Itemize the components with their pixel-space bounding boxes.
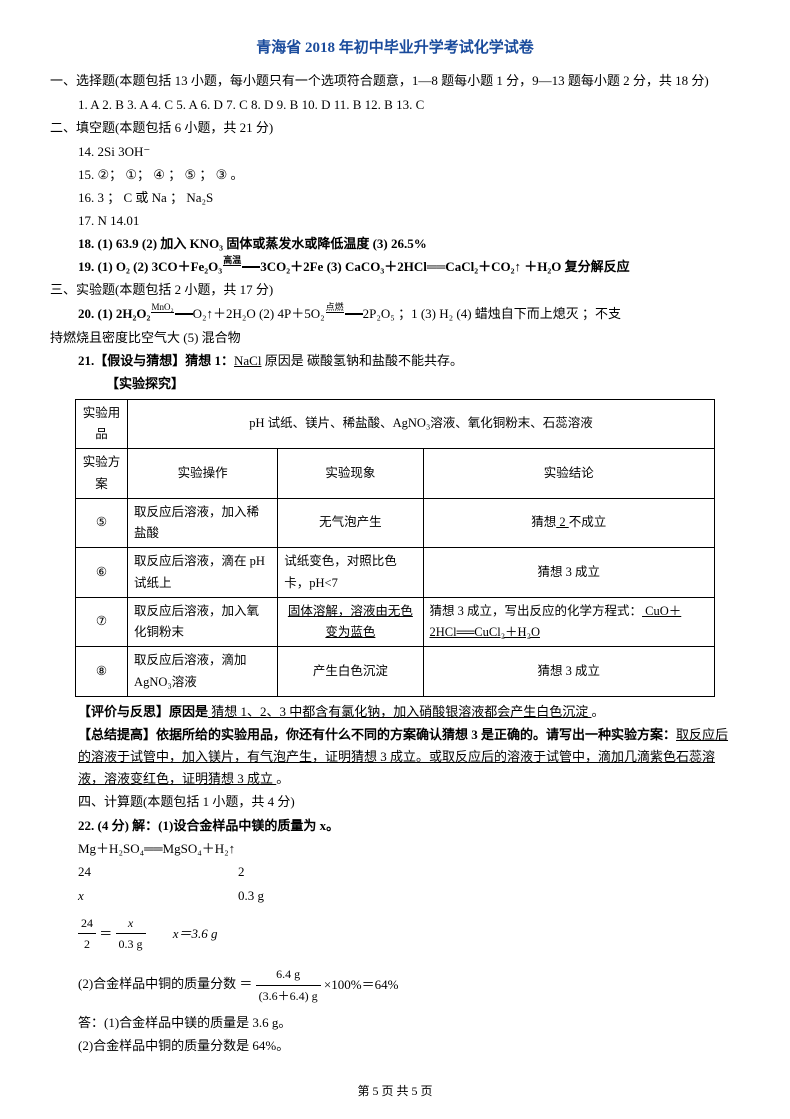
q19-cond: 高温 bbox=[223, 256, 241, 266]
section-3-header: 三、实验题(本题包括 2 小题，共 17 分) bbox=[50, 279, 740, 301]
section-2-header: 二、填空题(本题包括 6 小题，共 21 分) bbox=[50, 117, 740, 139]
q22-x: x＝3.6 g bbox=[149, 926, 218, 941]
q22-row2: x0.3 g bbox=[50, 885, 740, 907]
cell-r4c0: ⑦ bbox=[76, 597, 128, 647]
cell-r3c2: 试纸变色，对照比色卡，pH<7 bbox=[278, 548, 423, 598]
q22-frac-line: 242 ＝ x0.3 g x＝3.6 g bbox=[50, 913, 740, 955]
t: 不成立 bbox=[569, 515, 607, 529]
cell-r3c1: 取反应后溶液，滴在 pH 试纸上 bbox=[128, 548, 278, 598]
page-footer: 第 5 页 共 5 页 bbox=[0, 1081, 790, 1101]
cell-r1c0: 实验方案 bbox=[76, 449, 128, 499]
den: 0.3 g bbox=[116, 934, 146, 954]
q20-cond1: MnO₂ bbox=[151, 303, 173, 313]
eq-line bbox=[242, 266, 260, 268]
q21-line1: 21.【假设与猜想】猜想 1：NaCl 原因是 碳酸氢钠和盐酸不能共存。 bbox=[50, 350, 740, 372]
page-title: 青海省 2018 年初中毕业升学考试化学试卷 bbox=[50, 36, 740, 62]
q22-2b: ×100%＝64% bbox=[324, 977, 399, 992]
section-1-header: 一、选择题(本题包括 13 小题，每小题只有一个选项符合题意，1—8 题每小题 … bbox=[50, 70, 740, 92]
sum-c: 。 bbox=[276, 771, 289, 786]
q19-pre: 19. (1) O₂ (2) 3CO＋Fe₂O₃ bbox=[78, 259, 222, 274]
table-row: ⑤ 取反应后溶液，加入稀盐酸 无气泡产生 猜想 2 不成立 bbox=[76, 498, 715, 548]
q22-r2a: x bbox=[78, 885, 238, 907]
cell-r3c0: ⑥ bbox=[76, 548, 128, 598]
summary-line: 【总结提高】依据所给的实验用品，你还有什么不同的方案确认猜想 3 是正确的。请写… bbox=[50, 724, 740, 790]
q21-b: 原因是 碳酸氢钠和盐酸不能共存。 bbox=[261, 353, 463, 368]
q20-mid2: 2P₂O₅ ；1 (3) H₂ (4) 蜡烛自下而上熄灭 ；不支 bbox=[363, 306, 621, 321]
q16: 16. 3 ； C 或 Na ； Na₂S bbox=[50, 187, 740, 209]
q19-mid: 3CO₂＋2Fe (3) CaCO₃＋2HCl══CaCl₂＋CO₂↑ ＋H₂O… bbox=[260, 259, 629, 274]
eval-line: 【评价与反思】原因是 猜想 1、2、3 中都含有氯化钠，加入硝酸银溶液都会产生白… bbox=[50, 701, 740, 723]
cell-r5c0: ⑧ bbox=[76, 647, 128, 697]
experiment-table: 实验用品 pH 试纸、镁片、稀盐酸、AgNO₃溶液、氧化铜粉末、石蕊溶液 实验方… bbox=[75, 399, 715, 697]
q20-line2: 持燃烧且密度比空气大 (5) 混合物 bbox=[50, 327, 740, 349]
eval-b: 猜想 1、2、3 中都含有氯化钠，加入硝酸银溶液都会产生白色沉淀 bbox=[208, 704, 592, 719]
ans2: (2)合金样品中铜的质量分数是 64%。 bbox=[50, 1035, 740, 1057]
q22-r1b: 2 bbox=[238, 864, 245, 879]
q17: 17. N 14.01 bbox=[50, 210, 740, 232]
q22-part2: (2)合金样品中铜的质量分数 ＝ 6.4 g(3.6＋6.4) g ×100%＝… bbox=[50, 964, 740, 1006]
num: 24 bbox=[78, 913, 96, 934]
q14: 14. 2Si 3OH⁻ bbox=[50, 141, 740, 163]
cell-r1c1: 实验操作 bbox=[128, 449, 278, 499]
eval-c: 。 bbox=[592, 704, 605, 719]
frac1: 242 bbox=[78, 913, 96, 955]
t: 猜想 3 成立，写出反应的化学方程式： bbox=[430, 604, 643, 618]
table-row: ⑥ 取反应后溶液，滴在 pH 试纸上 试纸变色，对照比色卡，pH<7 猜想 3 … bbox=[76, 548, 715, 598]
q21-c: 【实验探究】 bbox=[50, 373, 740, 395]
q19: 19. (1) O₂ (2) 3CO＋Fe₂O₃高温 3CO₂＋2Fe (3) C… bbox=[50, 256, 740, 278]
cell-r4c2: 固体溶解，溶液由无色变为蓝色 bbox=[278, 597, 423, 647]
ans1: 答：(1)合金样品中镁的质量是 3.6 g。 bbox=[50, 1012, 740, 1034]
cell-r0c1: pH 试纸、镁片、稀盐酸、AgNO₃溶液、氧化铜粉末、石蕊溶液 bbox=[128, 399, 715, 449]
cell-r5c3: 猜想 3 成立 bbox=[423, 647, 715, 697]
q15: 15. ②； ①； ④ ； ⑤ ； ③ 。 bbox=[50, 164, 740, 186]
frac2: x0.3 g bbox=[116, 913, 146, 955]
q22-2a: (2)合金样品中铜的质量分数 ＝ bbox=[78, 976, 256, 991]
q22-row1: 242 bbox=[50, 861, 740, 883]
t: 猜想 bbox=[531, 515, 556, 529]
cell-r4c1: 取反应后溶液，加入氧化铜粉末 bbox=[128, 597, 278, 647]
cell-r1c2: 实验现象 bbox=[278, 449, 423, 499]
q22-r2b: 0.3 g bbox=[238, 888, 264, 903]
den: (3.6＋6.4) g bbox=[256, 986, 321, 1006]
num: x bbox=[116, 913, 146, 934]
q21-nacl: NaCl bbox=[234, 353, 261, 368]
table-row: 实验用品 pH 试纸、镁片、稀盐酸、AgNO₃溶液、氧化铜粉末、石蕊溶液 bbox=[76, 399, 715, 449]
table-row: 实验方案 实验操作 实验现象 实验结论 bbox=[76, 449, 715, 499]
q22-r1a: 24 bbox=[78, 861, 238, 883]
q20-cond2: 点燃 bbox=[326, 303, 344, 313]
den: 2 bbox=[78, 934, 96, 954]
cell-r4c3: 猜想 3 成立，写出反应的化学方程式： CuO＋2HCl══CuCl₂＋H₂O bbox=[423, 597, 715, 647]
q20-pre: 20. (1) 2H₂O₂ bbox=[78, 306, 150, 321]
cell-r3c3: 猜想 3 成立 bbox=[423, 548, 715, 598]
sum-a: 【总结提高】依据所给的实验用品，你还有什么不同的方案确认猜想 3 是正确的。请写… bbox=[78, 727, 676, 742]
table-row: ⑧ 取反应后溶液，滴加 AgNO₃溶液 产生白色沉淀 猜想 3 成立 bbox=[76, 647, 715, 697]
cell-r5c1: 取反应后溶液，滴加 AgNO₃溶液 bbox=[128, 647, 278, 697]
cell-r2c0: ⑤ bbox=[76, 498, 128, 548]
num: 6.4 g bbox=[256, 964, 321, 985]
q20-line1: 20. (1) 2H₂O₂MnO₂ O₂↑＋2H₂O (2) 4P＋5O₂点燃 2P… bbox=[50, 303, 740, 325]
q20-mid1: O₂↑＋2H₂O (2) 4P＋5O₂ bbox=[193, 306, 325, 321]
eq-line bbox=[345, 313, 363, 315]
q21-a: 21.【假设与猜想】猜想 1： bbox=[78, 353, 234, 368]
cell-r5c2: 产生白色沉淀 bbox=[278, 647, 423, 697]
t: 2 bbox=[556, 515, 569, 529]
cell-r2c3: 猜想 2 不成立 bbox=[423, 498, 715, 548]
cell-r2c2: 无气泡产生 bbox=[278, 498, 423, 548]
cell-r2c1: 取反应后溶液，加入稀盐酸 bbox=[128, 498, 278, 548]
q22-eq: Mg＋H₂SO₄══MgSO₄＋H₂↑ bbox=[50, 838, 740, 860]
frac3: 6.4 g(3.6＋6.4) g bbox=[256, 964, 321, 1006]
table-row: ⑦ 取反应后溶液，加入氧化铜粉末 固体溶解，溶液由无色变为蓝色 猜想 3 成立，… bbox=[76, 597, 715, 647]
section-1-answers: 1. A 2. B 3. A 4. C 5. A 6. D 7. C 8. D … bbox=[50, 94, 740, 116]
cell-r0c0: 实验用品 bbox=[76, 399, 128, 449]
section-4-header: 四、计算题(本题包括 1 小题，共 4 分) bbox=[50, 791, 740, 813]
eval-a: 【评价与反思】原因是 bbox=[78, 704, 208, 719]
cell-r1c3: 实验结论 bbox=[423, 449, 715, 499]
q22-a: 22. (4 分) 解：(1)设合金样品中镁的质量为 x。 bbox=[50, 815, 740, 837]
q18: 18. (1) 63.9 (2) 加入 KNO₃ 固体或蒸发水或降低温度 (3)… bbox=[50, 233, 740, 255]
eq-line bbox=[175, 313, 193, 315]
